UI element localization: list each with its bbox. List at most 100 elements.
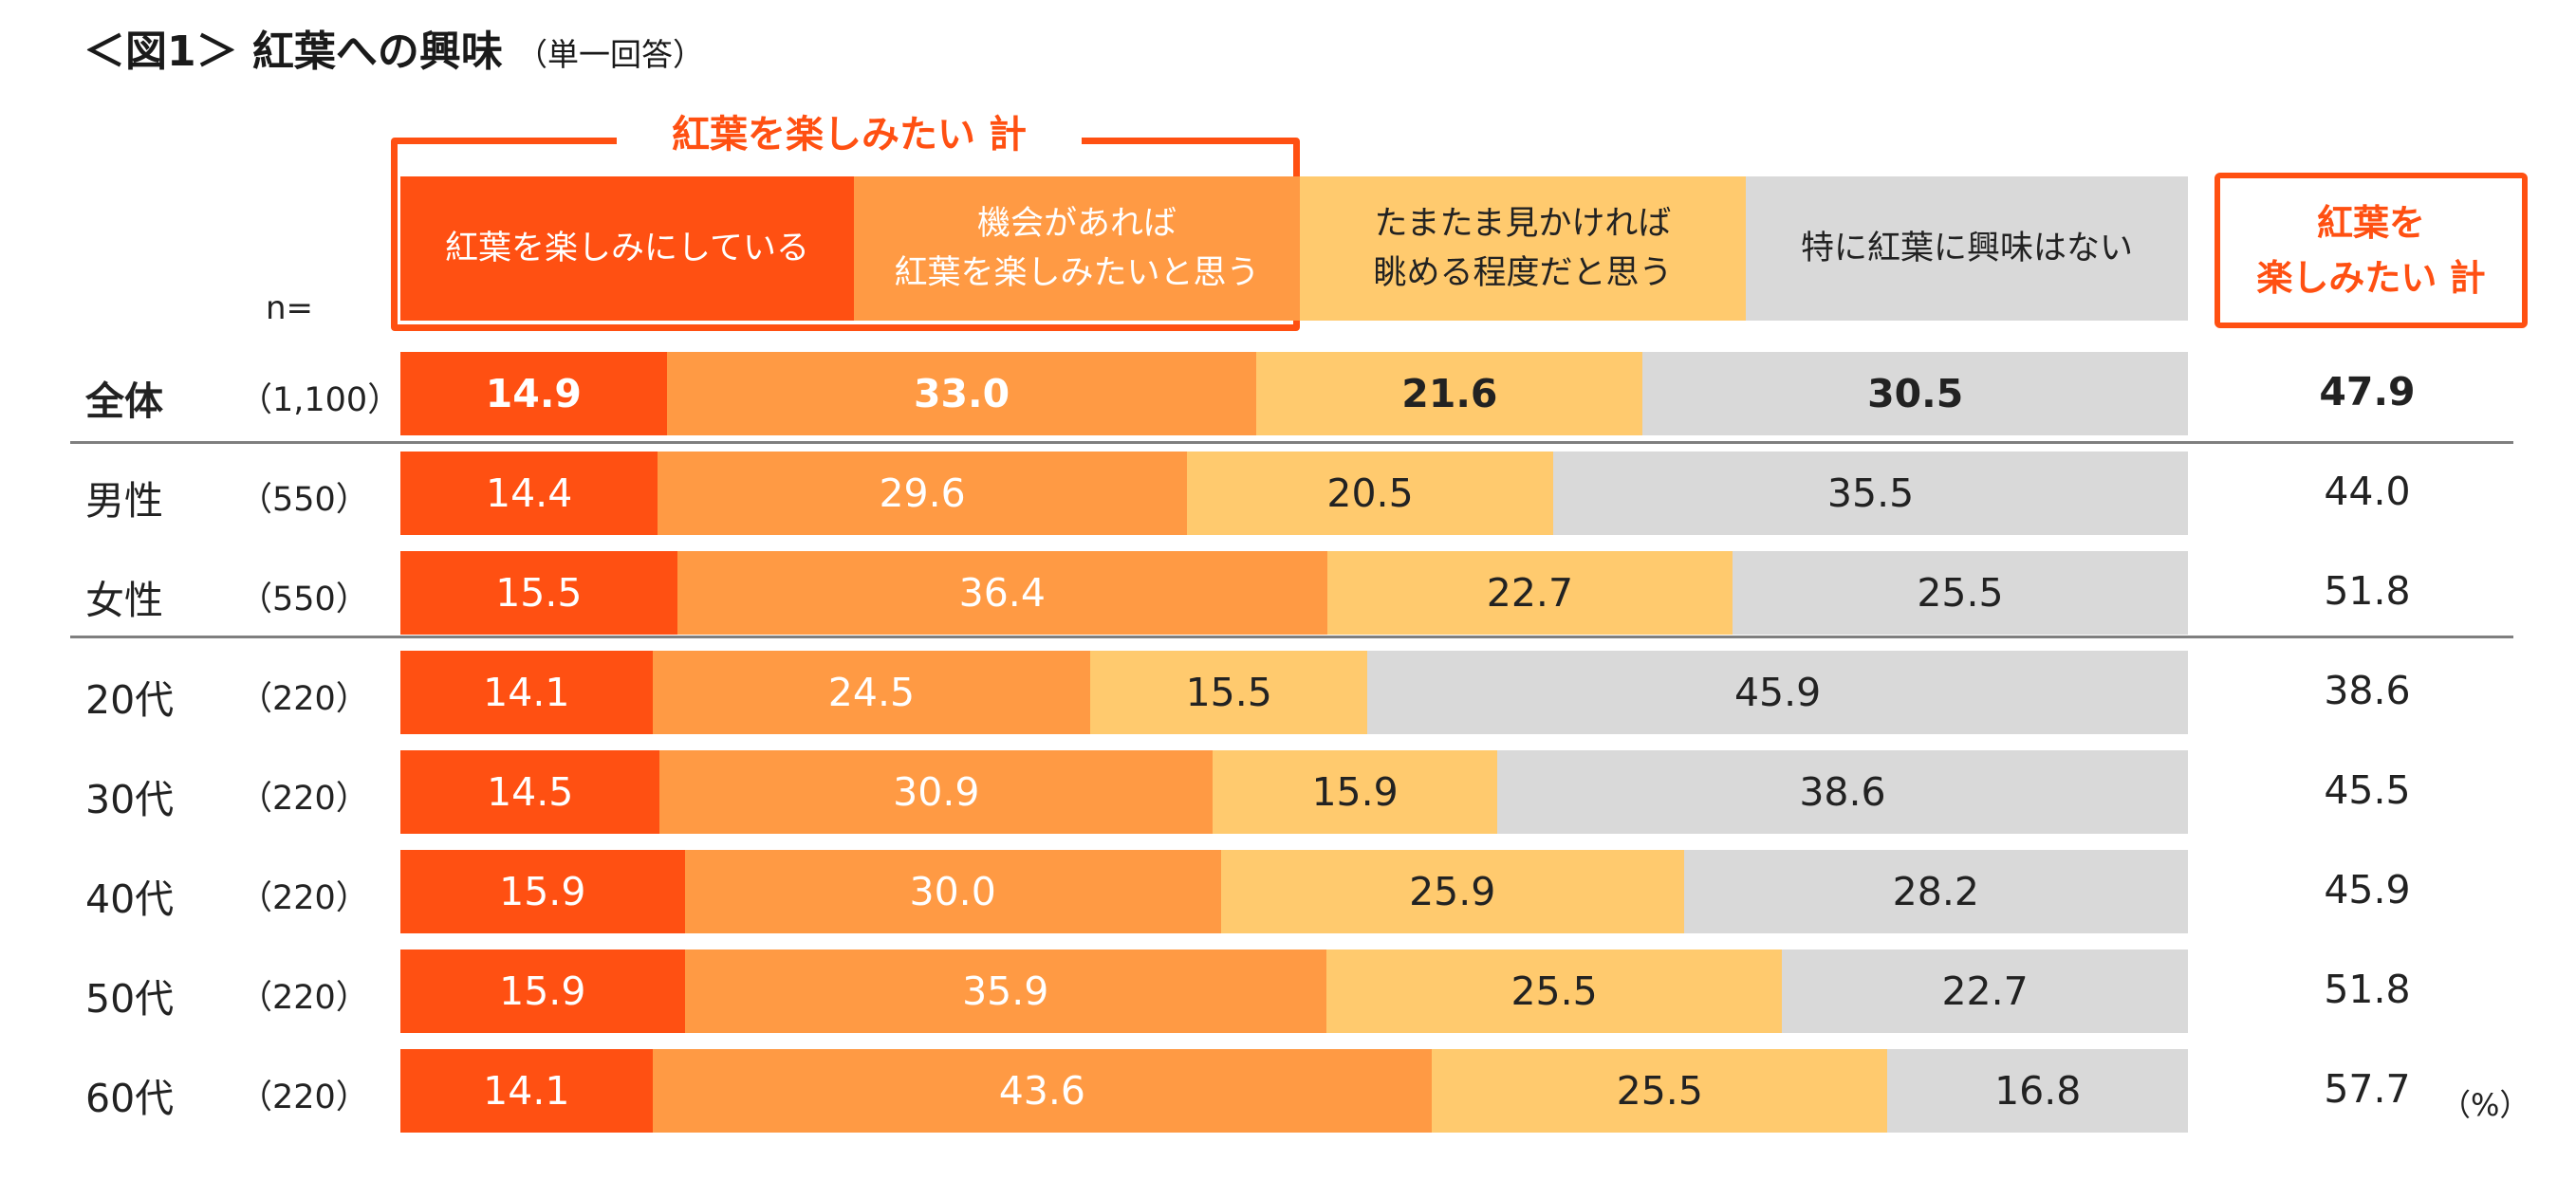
bar-segment: 24.5 bbox=[652, 651, 1091, 734]
separator-line bbox=[70, 636, 2513, 638]
data-label: 25.9 bbox=[1409, 869, 1496, 914]
row-sample-size: （220） bbox=[239, 680, 369, 718]
bar-segment: 30.5 bbox=[1642, 352, 2188, 435]
row-label: 男性 bbox=[85, 478, 163, 524]
data-label: 22.7 bbox=[1941, 968, 2029, 1014]
data-label: 24.5 bbox=[827, 670, 916, 715]
bar-segment: 35.9 bbox=[684, 950, 1326, 1033]
bar-segment: 25.9 bbox=[1220, 850, 1684, 933]
total-column-header: 紅葉を 楽しみたい 計 bbox=[2215, 173, 2528, 328]
bar-segment: 30.0 bbox=[684, 850, 1221, 933]
bar-segment: 14.1 bbox=[400, 651, 653, 734]
data-label: 33.0 bbox=[913, 371, 1010, 416]
data-label: 35.5 bbox=[1826, 470, 1915, 516]
row-sample-size: （550） bbox=[239, 481, 369, 519]
bar-segment: 14.1 bbox=[400, 1049, 653, 1133]
bar-segment: 25.5 bbox=[1733, 551, 2188, 635]
stacked-bar: 14.4 29.6 20.5 35.5 bbox=[400, 452, 2188, 535]
data-label: 38.6 bbox=[1799, 769, 1886, 815]
bar-segment: 21.6 bbox=[1256, 352, 1643, 435]
stacked-bar: 14.9 33.0 21.6 30.5 bbox=[400, 352, 2188, 435]
separator-line bbox=[70, 441, 2513, 444]
row-total: 57.7 bbox=[2324, 1066, 2411, 1112]
bar-segment: 25.5 bbox=[1432, 1049, 1888, 1133]
data-label: 25.5 bbox=[1616, 1068, 1703, 1114]
bar-segment: 22.7 bbox=[1326, 551, 1733, 635]
data-label: 25.5 bbox=[1510, 968, 1598, 1014]
column-header: 特に紅葉に興味はない bbox=[1746, 176, 2188, 321]
row-total: 47.9 bbox=[2319, 369, 2416, 415]
data-label: 20.5 bbox=[1326, 470, 1414, 516]
stacked-bar: 15.9 30.0 25.9 28.2 bbox=[400, 850, 2188, 933]
data-label: 15.5 bbox=[1185, 670, 1272, 715]
row-total: 38.6 bbox=[2324, 668, 2411, 713]
data-label: 15.9 bbox=[499, 968, 586, 1014]
bar-segment: 15.5 bbox=[1090, 651, 1368, 734]
row-total: 51.8 bbox=[2324, 568, 2411, 614]
data-label: 45.9 bbox=[1733, 670, 1822, 715]
row-label: 50代 bbox=[85, 976, 175, 1022]
column-header: 機会があれば 紅葉を楽しみたいと思う bbox=[854, 176, 1300, 321]
bar-segment: 15.9 bbox=[400, 950, 685, 1033]
data-label: 25.5 bbox=[1917, 570, 2004, 616]
data-label: 14.1 bbox=[483, 1068, 570, 1114]
data-label: 35.9 bbox=[962, 968, 1049, 1014]
bar-segment: 14.5 bbox=[400, 750, 660, 834]
data-label: 15.5 bbox=[495, 570, 583, 616]
bar-segment: 14.9 bbox=[400, 352, 667, 435]
bar-segment: 28.2 bbox=[1683, 850, 2188, 933]
row-total: 45.5 bbox=[2324, 767, 2411, 813]
bar-segment: 15.5 bbox=[400, 551, 677, 635]
unit-label: （%） bbox=[2440, 1087, 2530, 1123]
row-sample-size: （220） bbox=[239, 979, 369, 1017]
stacked-bar: 14.1 43.6 25.5 16.8 bbox=[400, 1049, 2188, 1133]
data-label: 36.4 bbox=[958, 570, 1046, 616]
row-sample-size: （1,100） bbox=[239, 381, 401, 419]
chart-title: ＜図1＞ 紅葉への興味 （単一回答） bbox=[83, 17, 704, 78]
data-label: 28.2 bbox=[1892, 869, 1979, 914]
row-total: 44.0 bbox=[2324, 469, 2411, 514]
bar-segment: 45.9 bbox=[1367, 651, 2188, 734]
data-label: 30.5 bbox=[1867, 371, 1964, 416]
bar-segment: 29.6 bbox=[658, 452, 1187, 535]
data-label: 14.5 bbox=[487, 769, 574, 815]
row-label: 20代 bbox=[85, 677, 175, 723]
bar-segment: 15.9 bbox=[400, 850, 685, 933]
data-label: 30.9 bbox=[893, 769, 980, 815]
row-label: 60代 bbox=[85, 1076, 175, 1121]
bar-segment: 16.8 bbox=[1887, 1049, 2188, 1133]
bar-segment: 14.4 bbox=[400, 452, 658, 535]
data-label: 16.8 bbox=[1994, 1068, 2082, 1114]
data-label: 15.9 bbox=[1311, 769, 1399, 815]
row-label: 全体 bbox=[85, 378, 163, 424]
row-total: 45.9 bbox=[2324, 867, 2411, 913]
bar-segment: 22.7 bbox=[1782, 950, 2188, 1033]
bar-segment: 33.0 bbox=[666, 352, 1257, 435]
data-label: 22.7 bbox=[1486, 570, 1574, 616]
row-total: 51.8 bbox=[2324, 967, 2411, 1012]
data-label: 14.4 bbox=[485, 470, 573, 516]
data-label: 14.9 bbox=[485, 371, 582, 416]
row-label: 40代 bbox=[85, 876, 175, 922]
row-sample-size: （220） bbox=[239, 1079, 369, 1116]
data-label: 14.1 bbox=[483, 670, 570, 715]
row-sample-size: （220） bbox=[239, 780, 369, 818]
bar-segment: 15.9 bbox=[1213, 750, 1498, 834]
data-label: 43.6 bbox=[998, 1068, 1085, 1114]
chart-title-main: ＜図1＞ 紅葉への興味 bbox=[83, 28, 503, 76]
stacked-bar: 14.5 30.9 15.9 38.6 bbox=[400, 750, 2188, 834]
row-label: 30代 bbox=[85, 777, 175, 822]
stacked-bar: 15.5 36.4 22.7 25.5 bbox=[400, 551, 2188, 635]
n-label: n= bbox=[266, 289, 314, 327]
data-label: 30.0 bbox=[909, 869, 996, 914]
bar-segment: 38.6 bbox=[1497, 750, 2188, 834]
bar-segment: 43.6 bbox=[652, 1049, 1433, 1133]
bar-segment: 25.5 bbox=[1325, 950, 1783, 1033]
row-sample-size: （220） bbox=[239, 879, 369, 917]
stacked-bar: 14.1 24.5 15.5 45.9 bbox=[400, 651, 2188, 734]
group-bracket-label: 紅葉を楽しみたい 計 bbox=[617, 106, 1082, 163]
bar-segment: 36.4 bbox=[676, 551, 1327, 635]
row-label: 女性 bbox=[85, 578, 163, 623]
column-header: たまたま見かければ 眺める程度だと思う bbox=[1300, 176, 1746, 321]
data-label: 15.9 bbox=[499, 869, 586, 914]
